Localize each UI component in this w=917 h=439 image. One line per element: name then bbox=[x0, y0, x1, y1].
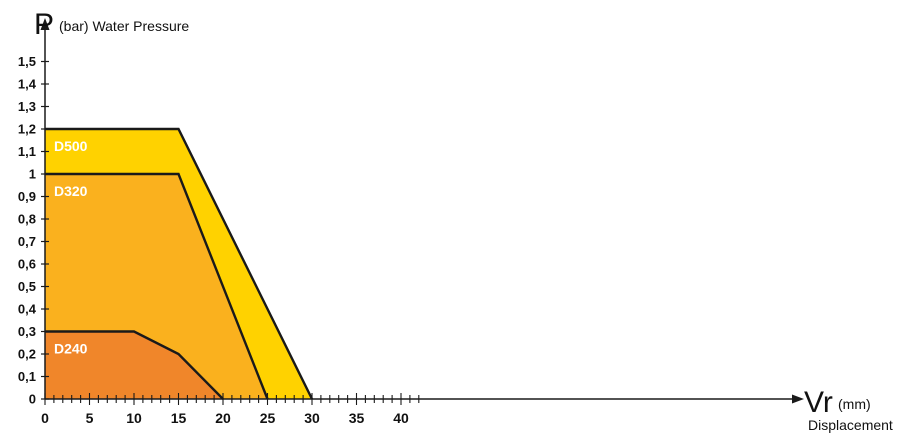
y-tick-label: 1,1 bbox=[18, 144, 36, 159]
y-tick-label: 0,1 bbox=[18, 369, 36, 384]
x-tick-label: 0 bbox=[41, 410, 49, 426]
x-tick-label: 30 bbox=[304, 410, 320, 426]
y-tick-label: 1,3 bbox=[18, 99, 36, 114]
y-tick-label: 0,2 bbox=[18, 347, 36, 362]
y-tick-label: 0,4 bbox=[18, 302, 37, 317]
region-label-d500: D500 bbox=[54, 138, 88, 154]
area-regions bbox=[45, 129, 312, 399]
y-tick-label: 1 bbox=[29, 167, 36, 182]
x-axis-caption: Displacement bbox=[808, 417, 893, 433]
x-tick-label: 40 bbox=[393, 410, 409, 426]
y-tick-label: 0,5 bbox=[18, 279, 36, 294]
x-tick-label: 25 bbox=[260, 410, 276, 426]
y-tick-label: 0,8 bbox=[18, 212, 36, 227]
x-tick-label: 10 bbox=[126, 410, 142, 426]
y-tick-label: 1,2 bbox=[18, 122, 36, 137]
x-tick-label: 35 bbox=[349, 410, 365, 426]
y-axis-label: (bar) Water Pressure bbox=[59, 18, 189, 34]
x-axis-symbol: Vr bbox=[804, 386, 833, 419]
x-axis-unit: (mm) bbox=[838, 396, 871, 412]
y-tick-label: 0 bbox=[29, 392, 36, 407]
x-tick-label: 5 bbox=[86, 410, 94, 426]
y-tick-label: 1,5 bbox=[18, 54, 36, 69]
y-tick-label: 0,6 bbox=[18, 257, 36, 272]
region-label-d320: D320 bbox=[54, 183, 88, 199]
x-tick-label: 15 bbox=[171, 410, 187, 426]
x-tick-label: 20 bbox=[215, 410, 231, 426]
y-tick-label: 0,7 bbox=[18, 234, 36, 249]
y-tick-label: 0,3 bbox=[18, 324, 36, 339]
y-tick-label: 1,4 bbox=[18, 77, 37, 92]
y-axis-symbol: P bbox=[34, 8, 54, 41]
y-tick-label: 0,9 bbox=[18, 189, 36, 204]
region-label-d240: D240 bbox=[54, 341, 88, 357]
x-axis-arrow bbox=[792, 395, 804, 404]
